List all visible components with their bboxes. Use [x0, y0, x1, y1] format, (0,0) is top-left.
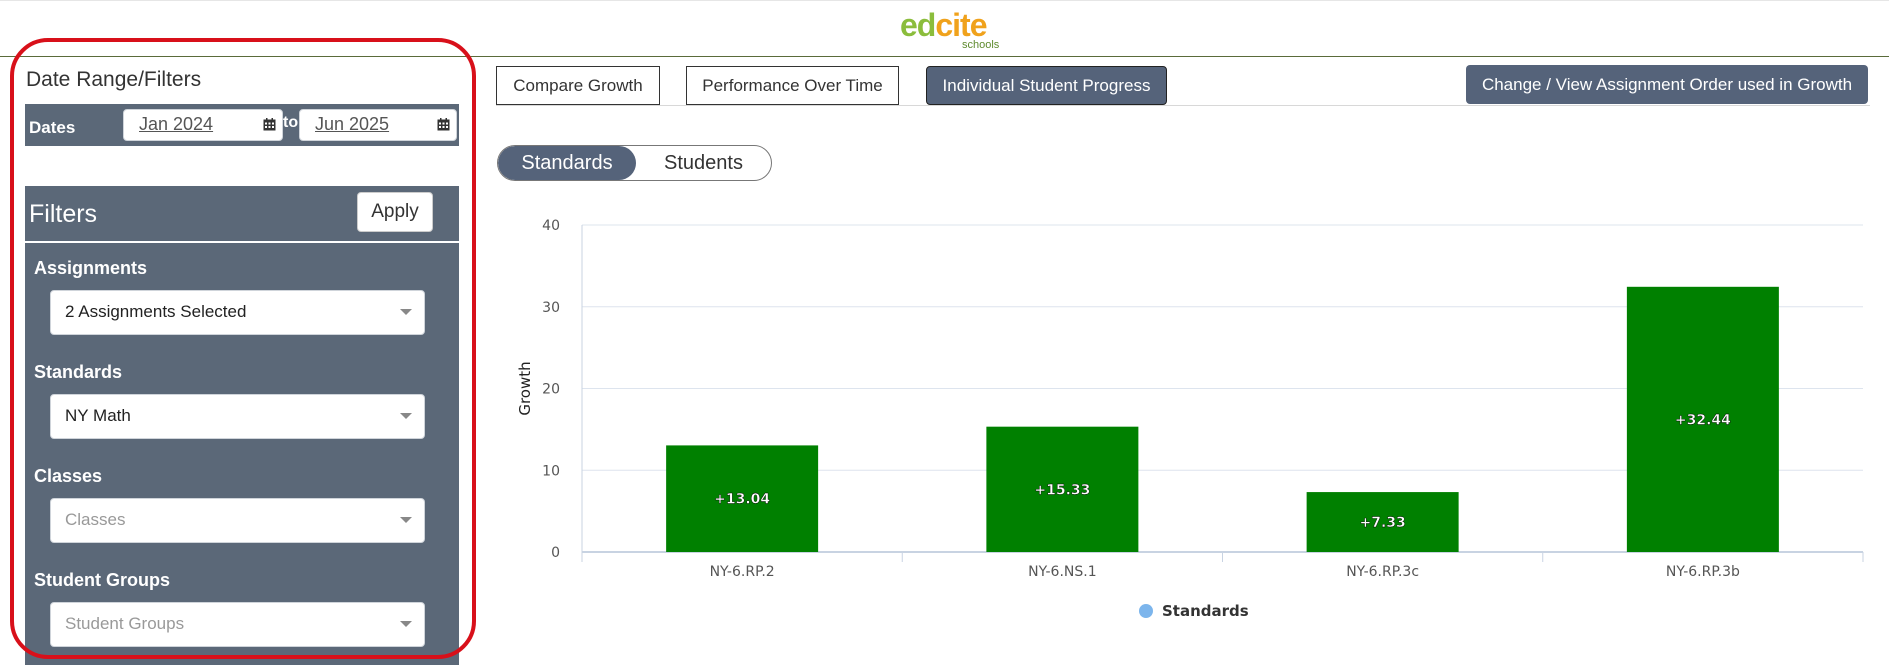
date-to-label: to — [283, 114, 299, 131]
bar — [1626, 286, 1779, 552]
view-toggle: Standards Students — [497, 145, 772, 181]
filters-title: Filters — [29, 200, 98, 228]
chevron-down-icon — [400, 517, 412, 523]
classes-placeholder: Classes — [65, 510, 126, 529]
chevron-down-icon — [400, 621, 412, 627]
x-tick-label: NY-6.RP.3c — [1346, 564, 1419, 580]
standards-value: NY Math — [65, 406, 131, 425]
classes-label: Classes — [34, 466, 103, 486]
panel-title: Date Range/Filters — [26, 68, 202, 91]
student-groups-placeholder: Student Groups — [65, 614, 185, 633]
toggle-students[interactable]: Students — [664, 152, 743, 174]
legend-marker — [1139, 604, 1153, 618]
date-from-value: Jan 2024 — [139, 114, 214, 134]
x-tick-label: NY-6.RP.2 — [710, 564, 775, 580]
y-tick-label: 20 — [542, 382, 560, 398]
date-to-field[interactable]: Jun 2025 — [299, 109, 457, 141]
x-tick-label: NY-6.NS.1 — [1028, 564, 1097, 580]
bar — [986, 426, 1139, 552]
tab-compare-growth[interactable]: Compare Growth — [496, 66, 660, 105]
y-axis-title: Growth — [516, 361, 534, 415]
chevron-down-icon — [400, 309, 412, 315]
chevron-down-icon — [400, 413, 412, 419]
x-tick-label: NY-6.RP.3b — [1666, 564, 1740, 580]
y-tick-label: 10 — [542, 463, 560, 479]
logo-cite-text: cite — [935, 7, 987, 43]
edcite-logo[interactable]: edcite schools — [900, 7, 1010, 51]
date-from-field[interactable]: Jan 2024 — [123, 109, 283, 141]
filters-header: Filters Apply — [25, 186, 459, 243]
filters-panel: Date Range/Filters Dates Jan 2024 to Jun… — [25, 56, 459, 665]
assignment-order-button[interactable]: Change / View Assignment Order used in G… — [1466, 65, 1868, 104]
tabs-divider — [496, 105, 1870, 106]
assignments-label: Assignments — [34, 258, 148, 278]
calendar-icon[interactable] — [263, 118, 276, 131]
app-header: edcite schools — [0, 0, 1889, 57]
tab-performance-over-time[interactable]: Performance Over Time — [686, 66, 899, 105]
calendar-icon[interactable] — [437, 118, 450, 131]
y-tick-label: 0 — [551, 545, 560, 561]
bar — [1306, 492, 1459, 552]
logo-sub-text: schools — [962, 39, 1000, 51]
bar-value-label: +13.04 — [714, 492, 770, 508]
toggle-standards[interactable]: Standards — [498, 146, 636, 180]
growth-chart: 0 10 20 30 40 Growth +13.04 NY-6.RP.2 +15.33 NY-6… — [516, 218, 1864, 620]
standards-select[interactable]: NY Math — [50, 394, 425, 439]
bar-value-label: +15.33 — [1034, 482, 1090, 498]
classes-select[interactable]: Classes — [50, 498, 425, 543]
filters-box: Filters Apply Assignments 2 Assignments … — [25, 186, 459, 665]
bar-value-label: +7.33 — [1359, 515, 1405, 531]
y-tick-label: 30 — [542, 300, 560, 316]
date-to-value: Jun 2025 — [315, 114, 390, 134]
student-groups-select[interactable]: Student Groups — [50, 602, 425, 647]
tab-individual-student-progress[interactable]: Individual Student Progress — [926, 66, 1167, 105]
standards-label: Standards — [34, 362, 123, 382]
student-groups-label: Student Groups — [34, 570, 170, 590]
y-tick-label: 40 — [542, 218, 560, 234]
bar-value-label: +32.44 — [1675, 412, 1731, 428]
dates-label: Dates — [29, 118, 76, 137]
bar — [666, 445, 819, 552]
logo-ed-text: ed — [900, 7, 936, 43]
assignments-value: 2 Assignments Selected — [65, 302, 247, 321]
apply-button[interactable]: Apply — [357, 192, 433, 232]
dates-bar: Dates Jan 2024 to Jun 2025 — [25, 104, 459, 146]
legend-label: Standards — [1162, 602, 1249, 620]
assignments-select[interactable]: 2 Assignments Selected — [50, 290, 425, 335]
